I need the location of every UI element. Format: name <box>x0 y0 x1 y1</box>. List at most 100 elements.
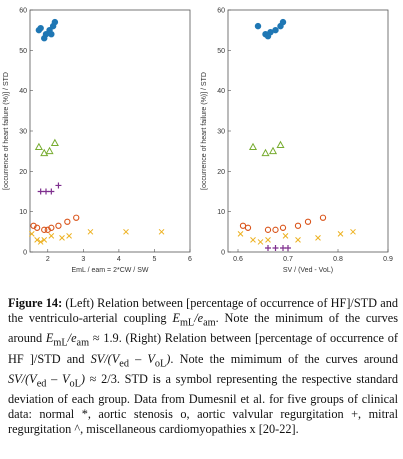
caption-sub: am <box>76 337 90 349</box>
y-tick-label: 60 <box>217 8 225 15</box>
data-point-aortic-stenosis <box>264 226 272 233</box>
y-tick-label: 0 <box>23 250 27 257</box>
data-point-aortic-stenosis <box>272 226 279 233</box>
figure-svg: 0 10 20 30 40 50 60 2 3 4 5 6 EmL / eam = 2*CW / SW [… <box>3 8 393 275</box>
x-axis-label: EmL / eam = 2*CW / SW <box>72 267 149 274</box>
caption-math: ) <box>166 351 171 366</box>
data-point-cardiomyopathy <box>265 237 271 243</box>
x-tick-label: 0.7 <box>283 256 293 263</box>
caption-sub: mL <box>179 317 195 329</box>
y-tick-label: 40 <box>19 88 27 95</box>
data-point-aortic-stenosis <box>279 224 287 231</box>
data-point-normal <box>279 18 287 26</box>
data-point-cardiomyopathy <box>37 239 44 245</box>
data-point-aortic-regurgitation <box>43 188 49 195</box>
caption-sub: ed <box>119 358 129 370</box>
data-point-cardiomyopathy <box>250 237 256 243</box>
data-point-cardiomyopathy <box>66 233 72 239</box>
caption-label: Figure 14: <box>8 296 63 310</box>
data-point-cardiomyopathy <box>237 230 244 237</box>
data-point-normal <box>254 22 262 30</box>
y-tick-label: 50 <box>217 48 225 55</box>
data-point-normal <box>272 26 279 34</box>
caption-math: /e <box>194 310 204 325</box>
data-point-aortic-regurgitation <box>37 188 44 195</box>
data-point-cardiomyopathy <box>41 237 48 243</box>
data-point-normal <box>48 31 55 38</box>
data-point-aortic-stenosis <box>41 226 48 233</box>
left-panel: 0 10 20 30 40 50 60 2 3 4 5 6 EmL / eam = 2*CW / SW [… <box>3 8 192 275</box>
data-point-cardiomyopathy <box>158 228 165 235</box>
data-point-aortic-stenosis <box>304 218 312 225</box>
y-tick-label: 0 <box>221 250 225 257</box>
data-point-cardiomyopathy <box>48 233 55 239</box>
caption-sub: ed <box>36 378 47 390</box>
data-point-cardiomyopathy <box>87 228 94 235</box>
data-point-aortic-regurgitation <box>55 182 62 189</box>
data-point-mitral-regurgitation <box>34 142 43 151</box>
data-point-aortic-regurgitation <box>48 188 55 195</box>
right-panel: 0 10 20 30 40 50 60 0.6 0.7 0.8 0.9 SV / (Ved - VoL… <box>201 8 393 275</box>
caption-part-2: . Note the minimum of the curves around <box>8 310 398 346</box>
data-point-normal <box>41 35 48 42</box>
data-point-aortic-stenosis <box>73 214 80 221</box>
data-point-mitral-regurgitation <box>40 148 49 157</box>
caption-part-3: ≈ 1.9. (Right) Relation between [percent… <box>8 331 398 366</box>
caption-math: SV/(V <box>90 351 120 366</box>
caption-math: SV/(V <box>8 371 37 386</box>
data-point-cardiomyopathy <box>34 237 40 243</box>
data-point-aortic-stenosis <box>48 224 55 231</box>
y-tick-label: 10 <box>19 209 27 216</box>
caption-math: /e <box>67 331 77 346</box>
data-point-mitral-regurgitation <box>248 142 258 151</box>
data-point-normal <box>51 18 59 26</box>
data-point-cardiomyopathy <box>28 230 35 237</box>
y-tick-label: 60 <box>19 8 27 15</box>
data-point-aortic-stenosis <box>33 224 41 231</box>
y-tick-label: 30 <box>217 129 225 136</box>
y-tick-label: 20 <box>19 169 27 176</box>
caption-part-4: . Note the mimimum of the curves around <box>170 351 398 366</box>
caption-math: – V <box>46 371 70 386</box>
x-tick-label: 4 <box>117 256 121 263</box>
data-point-mitral-regurgitation <box>268 146 278 155</box>
y-axis-label: [occurrence of heart failure (%)] / STD <box>201 72 208 190</box>
plot-frame <box>227 9 389 253</box>
y-tick-label: 20 <box>217 169 225 176</box>
caption-sub: oL <box>69 378 81 390</box>
caption-math: – V <box>128 351 155 366</box>
data-point-cardiomyopathy <box>123 228 129 235</box>
x-tick-label: 5 <box>152 256 156 263</box>
x-axis-label: SV / (Ved - VoL) <box>283 267 333 274</box>
caption-part-5: ≈ 2/3. STD is a symbol representing the … <box>8 371 399 437</box>
data-point-mitral-regurgitation <box>50 138 59 146</box>
data-point-cardiomyopathy <box>282 233 289 239</box>
plot-frame <box>29 9 191 253</box>
x-tick-label: 6 <box>188 256 192 263</box>
data-point-mitral-regurgitation <box>261 148 270 157</box>
caption-sub: mL <box>53 337 68 349</box>
data-point-aortic-stenosis <box>319 214 327 221</box>
caption-math: E <box>45 331 54 346</box>
caption-sub: am <box>203 317 216 329</box>
caption-part-1: (Left) Relation between [percentage of o… <box>8 296 398 325</box>
x-tick-label: 0.6 <box>233 256 243 263</box>
y-tick-label: 30 <box>19 129 27 136</box>
data-point-mitral-regurgitation <box>276 140 285 149</box>
data-point-aortic-stenosis <box>244 224 252 231</box>
caption-math: ) <box>80 371 85 386</box>
figure: 0 10 20 30 40 50 60 2 3 4 5 6 EmL / eam = 2*CW / SW [… <box>3 8 393 275</box>
data-point-normal <box>264 33 272 40</box>
y-axis-label: [occurrence of heart failure (%)] / STD <box>3 72 10 190</box>
data-point-aortic-regurgitation <box>272 244 279 251</box>
caption-sub: oL <box>154 358 167 370</box>
data-point-aortic-stenosis <box>64 218 71 225</box>
caption-math: E <box>172 310 180 325</box>
data-point-cardiomyopathy <box>59 235 65 241</box>
data-point-aortic-regurgitation <box>285 244 291 251</box>
data-point-cardiomyopathy <box>350 228 356 235</box>
data-point-aortic-stenosis <box>55 222 62 229</box>
x-tick-label: 3 <box>81 256 85 263</box>
data-point-cardiomyopathy <box>315 235 321 241</box>
data-point-aortic-stenosis <box>294 222 302 229</box>
